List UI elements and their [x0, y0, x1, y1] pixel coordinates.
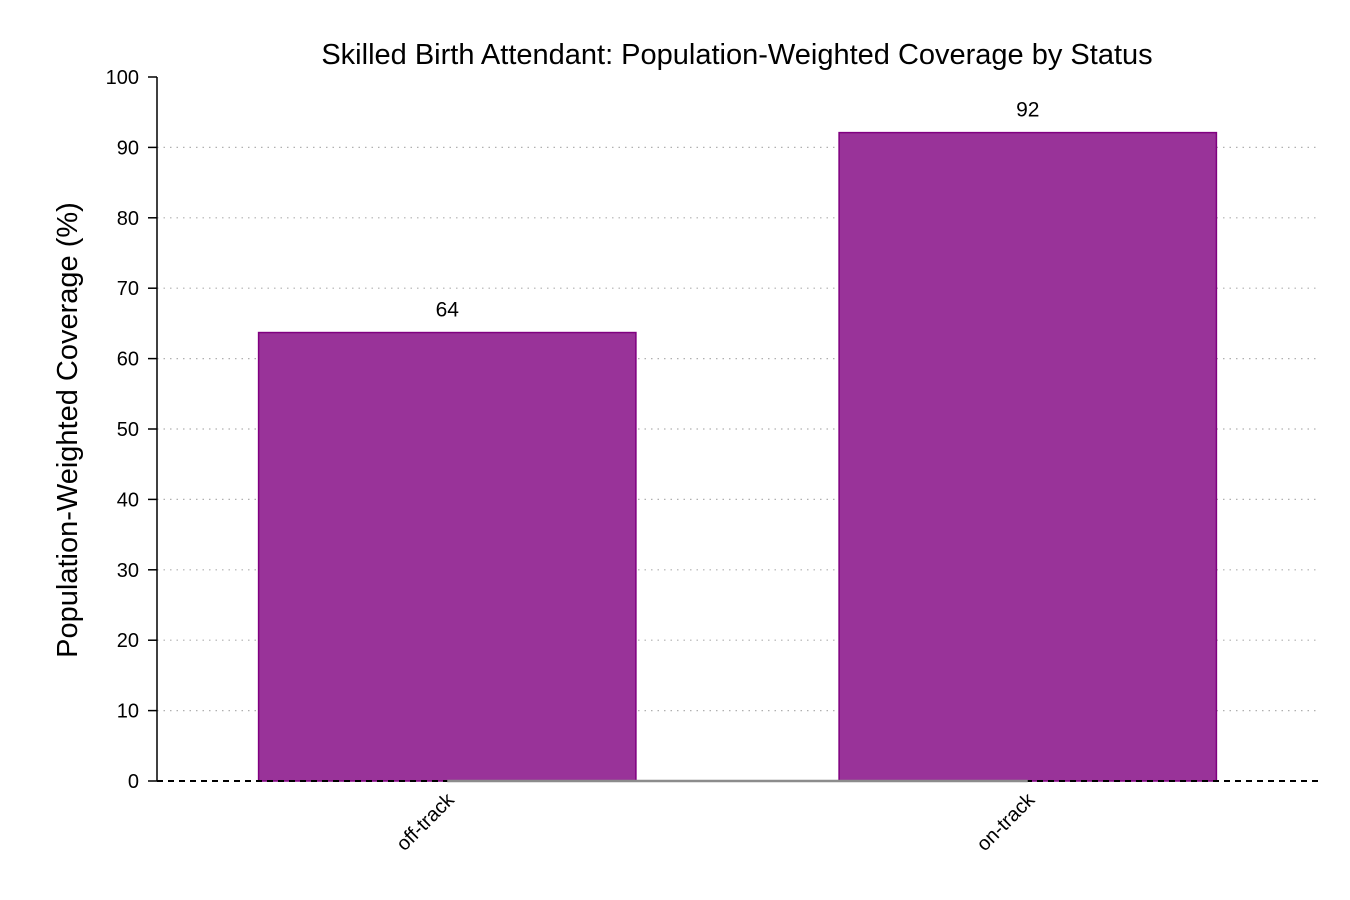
- y-tick-label: 20: [117, 630, 139, 652]
- y-tick-label: 0: [128, 771, 139, 793]
- y-tick-label: 10: [117, 701, 139, 723]
- y-tick-label: 60: [117, 349, 139, 371]
- y-axis-label: Population-Weighted Coverage (%): [52, 202, 84, 658]
- y-tick-label: 40: [117, 489, 139, 511]
- y-tick-label: 90: [117, 137, 139, 159]
- data-labels: 64 92: [436, 99, 1040, 322]
- data-label-off-track: 64: [436, 299, 460, 322]
- x-tick-label-on-track: on-track: [973, 788, 1040, 855]
- bar-off-track: [257, 331, 637, 782]
- bar-on-track: [838, 131, 1218, 782]
- bars: [257, 131, 1218, 782]
- x-tick-label-off-track: off-track: [392, 788, 459, 855]
- y-tick-label: 80: [117, 208, 139, 230]
- y-tick-label: 50: [117, 419, 139, 441]
- y-tick-label: 30: [117, 560, 139, 582]
- y-tick-label: 100: [106, 67, 139, 89]
- data-label-on-track: 92: [1016, 99, 1039, 122]
- y-tick-label: 70: [117, 278, 139, 300]
- chart-title: Skilled Birth Attendant: Population-Weig…: [321, 39, 1152, 71]
